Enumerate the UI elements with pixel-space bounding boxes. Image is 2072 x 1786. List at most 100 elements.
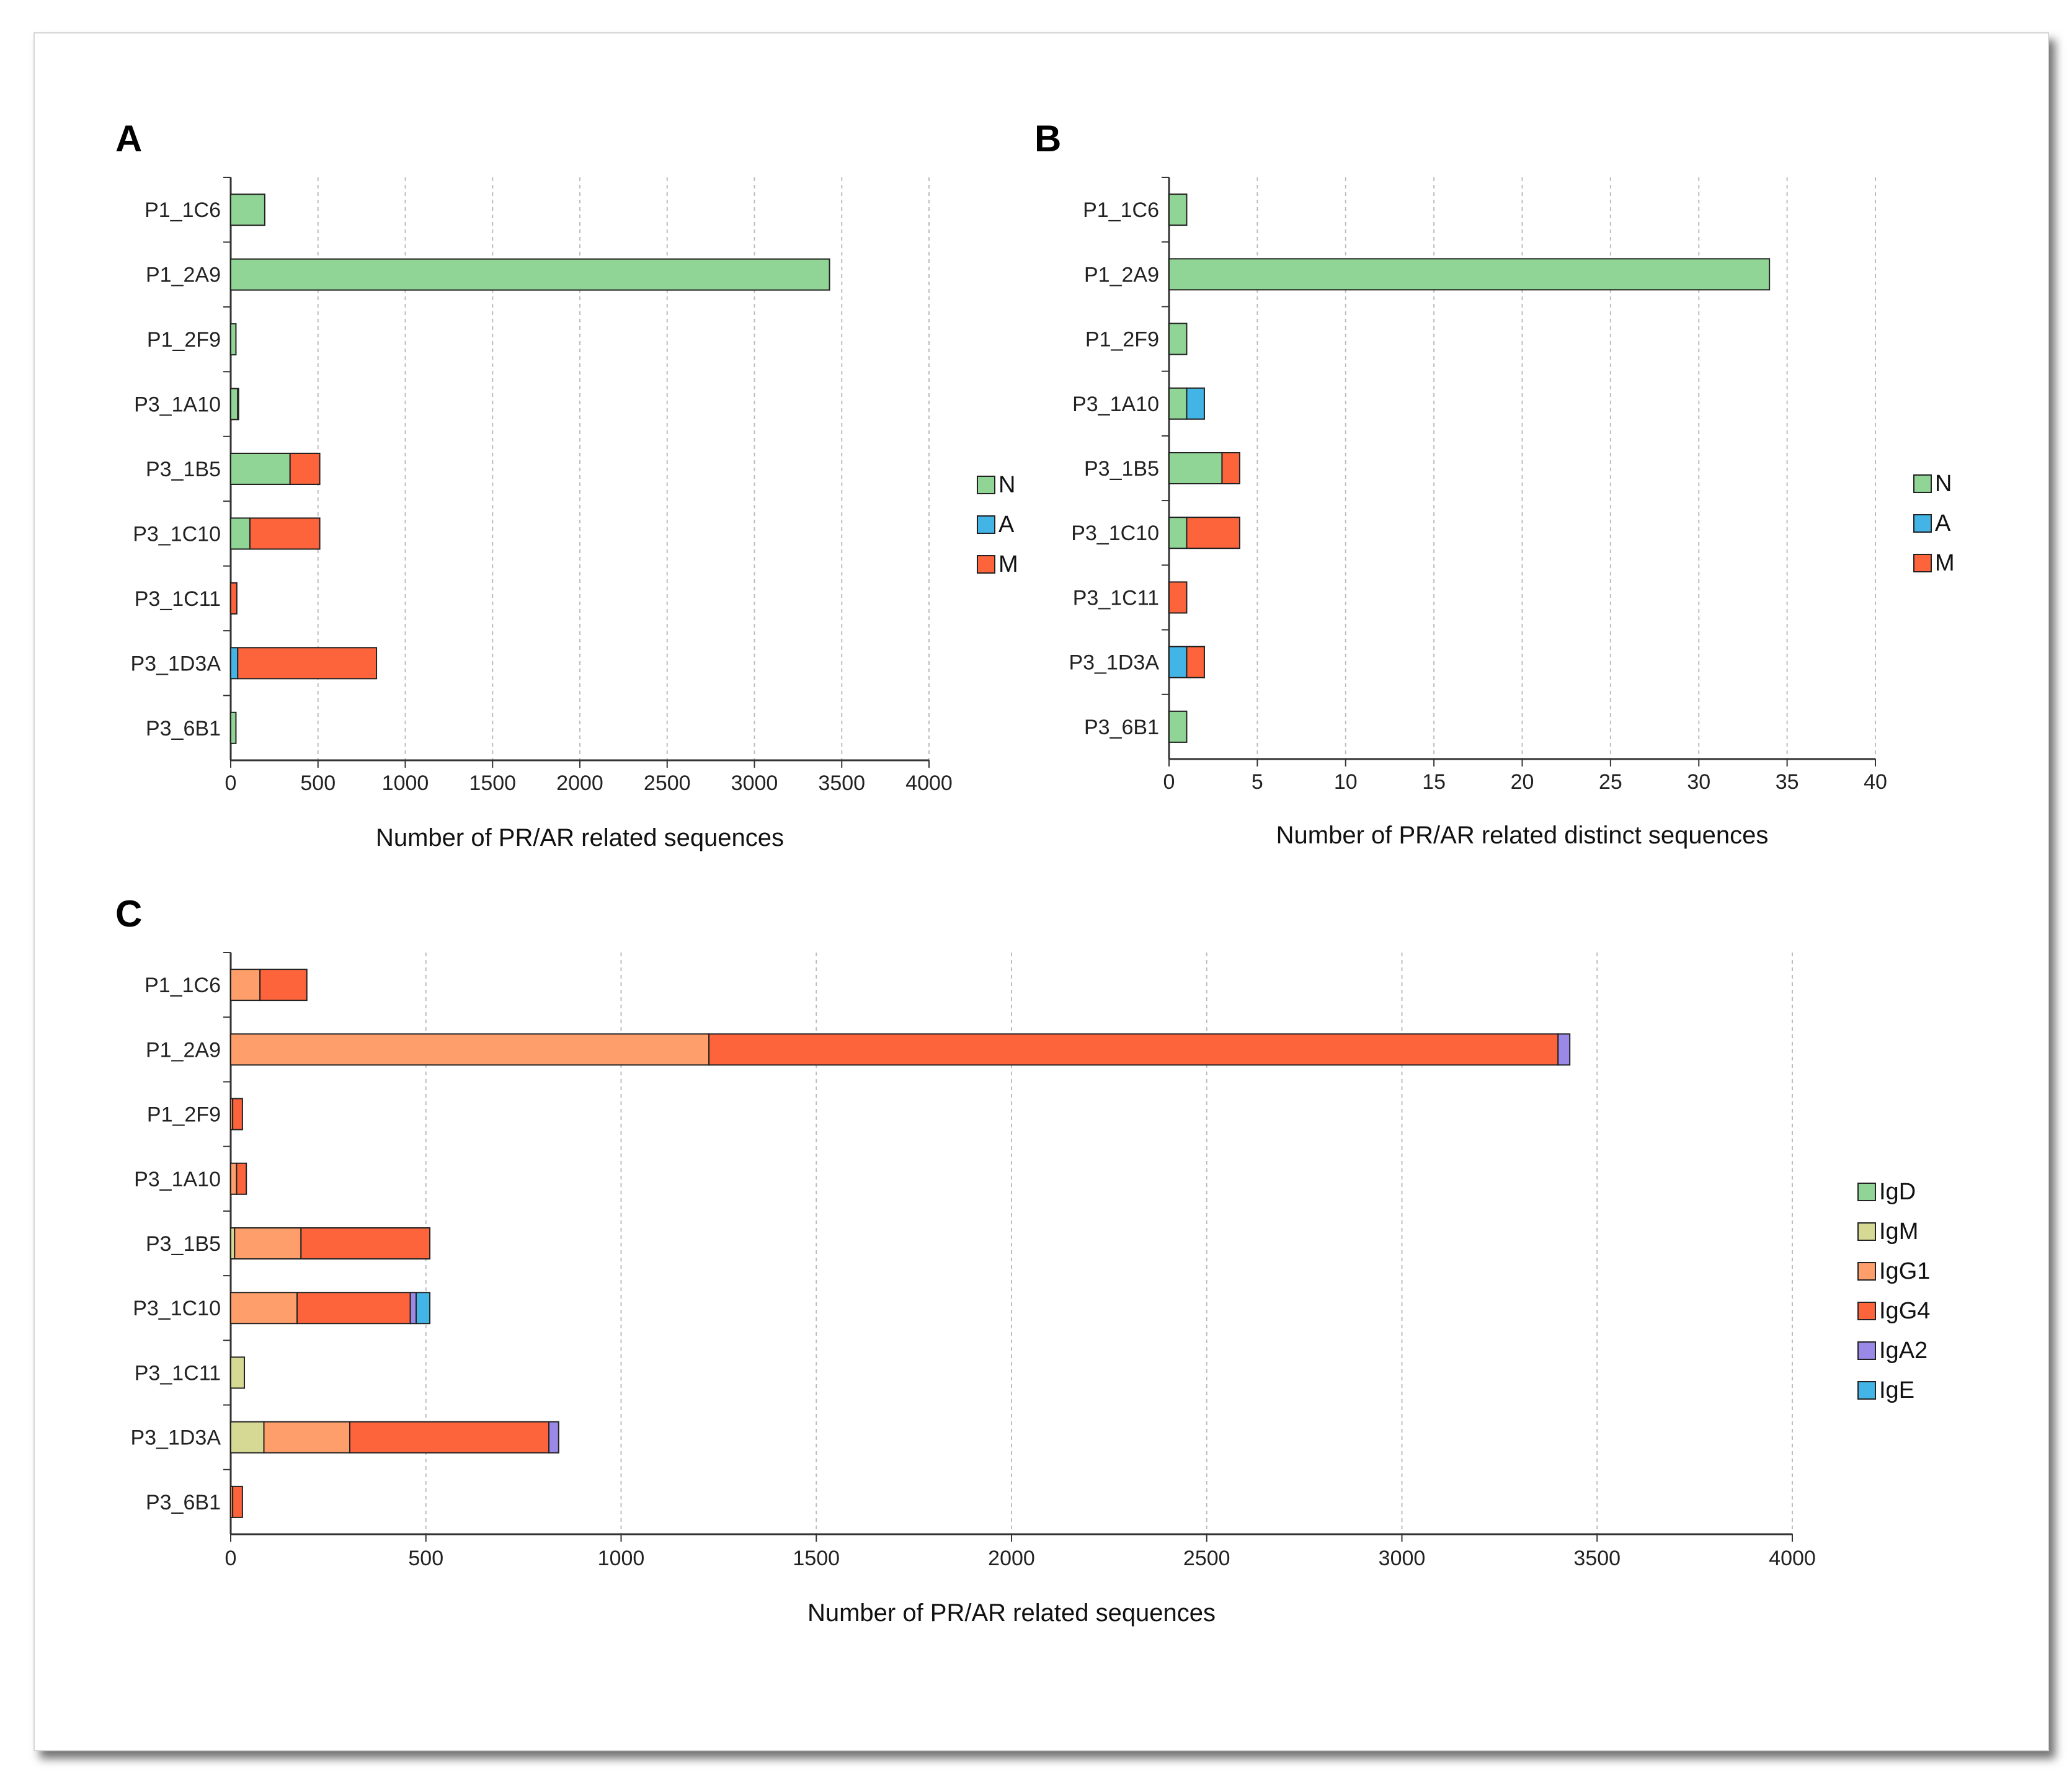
panel-c-category-label: P3_1B5 bbox=[146, 1232, 221, 1256]
panel-b-legend-swatch-n bbox=[1913, 474, 1932, 493]
panel-c-bar-igg4 bbox=[349, 1421, 550, 1454]
panel-c-legend-swatch-ige bbox=[1857, 1381, 1876, 1400]
panel-c-bar-igg4 bbox=[296, 1292, 411, 1325]
panel-b-bar-m bbox=[1186, 646, 1205, 678]
figure-frame: A 0 500 1000 1500 2000 2500 3000 3500 4000 P1_1C6… bbox=[33, 32, 2049, 1751]
panel-b-legend-label: N bbox=[1935, 471, 1952, 497]
panel-a-x-tick-label: 3500 bbox=[818, 771, 865, 795]
panel-a-category-label: P3_1D3A bbox=[130, 652, 221, 675]
panel-b-category-label: P3_6B1 bbox=[1084, 716, 1159, 739]
panel-b-letter: B bbox=[1034, 118, 1061, 159]
panel-a-x-tick-label: 1500 bbox=[469, 771, 516, 795]
panel-b-category-label: P3_1A10 bbox=[1072, 393, 1159, 416]
panel-b-x-tick-label: 25 bbox=[1599, 770, 1622, 794]
panel-c-legend-label: IgG4 bbox=[1879, 1298, 1930, 1324]
panel-c-x-tick-label: 4000 bbox=[1769, 1547, 1816, 1570]
panel-a-x-tick-label: 2500 bbox=[644, 771, 691, 795]
panel-c-x-tick-label: 500 bbox=[408, 1547, 443, 1570]
panel-c-x-tick-label: 1500 bbox=[793, 1547, 840, 1570]
panel-c-legend-swatch-igd bbox=[1857, 1183, 1876, 1201]
panel-c-category-label: P3_1D3A bbox=[130, 1426, 221, 1450]
panel-a-category-label: P1_1C6 bbox=[145, 198, 221, 222]
panel-c-legend-swatch-iga2 bbox=[1857, 1341, 1876, 1360]
panel-a-bar-n bbox=[230, 453, 291, 485]
panel-c-bar-igg4 bbox=[300, 1227, 431, 1260]
panel-c-x-tick-label: 0 bbox=[225, 1547, 237, 1570]
panel-c-bar-igg4 bbox=[259, 969, 308, 1002]
panel-b-x-tick-label: 30 bbox=[1687, 770, 1710, 794]
panel-a-bar-m bbox=[249, 517, 321, 550]
panel-a-category-label: P3_1A10 bbox=[134, 393, 221, 417]
panel-b-x-tick-label: 10 bbox=[1334, 770, 1358, 794]
panel-c-legend-label: IgA2 bbox=[1879, 1338, 1927, 1364]
panel-c-category-label: P3_1C10 bbox=[133, 1297, 221, 1320]
panel-a-x-tick-label: 4000 bbox=[905, 771, 953, 795]
panel-a-legend-label: A bbox=[998, 512, 1015, 538]
panel-b-legend-swatch-a bbox=[1913, 514, 1932, 533]
panel-a-category-label: P1_2A9 bbox=[146, 264, 221, 287]
panel-c-category-label: P3_1A10 bbox=[134, 1168, 221, 1191]
panel-a-letter: A bbox=[115, 118, 142, 159]
panel-a-category-label: P3_6B1 bbox=[146, 717, 221, 740]
panel-c-bar-iga2 bbox=[409, 1292, 417, 1325]
panel-c-legend-swatch-igg4 bbox=[1857, 1302, 1876, 1320]
panel-c-category-label: P1_2F9 bbox=[147, 1103, 221, 1127]
panel-c-legend-swatch-igm bbox=[1857, 1222, 1876, 1241]
panel-a-x-axis-label: Number of PR/AR related sequences bbox=[376, 824, 784, 851]
panel-a-category-label: P3_1C11 bbox=[135, 587, 221, 611]
panel-b-x-axis-label: Number of PR/AR related distinct sequenc… bbox=[1276, 822, 1769, 849]
panel-a-bar-a bbox=[230, 647, 239, 680]
panel-b-x-tick-label: 35 bbox=[1776, 770, 1799, 794]
panel-a-bar-m bbox=[237, 647, 378, 680]
panel-c-bar-igg4 bbox=[236, 1162, 247, 1195]
panel-c-legend-swatch-igg1 bbox=[1857, 1262, 1876, 1281]
panel-c-bar-igg1 bbox=[234, 1227, 302, 1260]
panel-c-bar-iga2 bbox=[548, 1421, 559, 1454]
panel-b-bar-n bbox=[1168, 387, 1188, 420]
panel-b-bar-m bbox=[1221, 452, 1240, 484]
panel-c-bar-igm bbox=[230, 1356, 246, 1389]
panel-b-category-label: P3_1B5 bbox=[1084, 457, 1159, 481]
panel-a-bar-n bbox=[230, 517, 251, 550]
panel-b-x-tick-label: 5 bbox=[1252, 770, 1263, 794]
panel-b-x-tick-label: 15 bbox=[1422, 770, 1446, 794]
panel-b-x-tick-label: 0 bbox=[1163, 770, 1175, 794]
panel-c-bar-igg4 bbox=[232, 1098, 243, 1131]
panel-c-legend-label: IgG1 bbox=[1879, 1258, 1930, 1284]
panel-c-category-label: P3_1C11 bbox=[135, 1361, 221, 1385]
panel-b-category-label: P1_2F9 bbox=[1085, 328, 1159, 352]
panel-b-category-label: P1_2A9 bbox=[1084, 263, 1159, 287]
panel-c-x-tick-label: 1000 bbox=[598, 1547, 645, 1570]
panel-a-legend-swatch-n bbox=[977, 476, 995, 494]
panel-b-bar-m bbox=[1168, 581, 1188, 614]
panel-b-bar-n bbox=[1168, 452, 1223, 484]
panel-c-x-tick-label: 2000 bbox=[988, 1547, 1035, 1570]
panel-a-x-tick-label: 500 bbox=[300, 771, 336, 795]
panel-b-bar-a bbox=[1186, 387, 1205, 420]
panel-b-bar-n bbox=[1168, 517, 1188, 549]
panel-a-legend-swatch-a bbox=[977, 515, 995, 534]
panel-b-x-tick-label: 40 bbox=[1864, 770, 1887, 794]
panel-b-legend-label: A bbox=[1935, 510, 1951, 536]
panel-a-x-tick-label: 3000 bbox=[731, 771, 778, 795]
panel-a-bar-n bbox=[230, 388, 239, 420]
panel-c-category-label: P3_6B1 bbox=[146, 1491, 221, 1514]
panel-c-bar-ige bbox=[416, 1292, 431, 1325]
panel-c-bar-igm bbox=[230, 1421, 265, 1454]
panel-c-bar-igg1 bbox=[230, 1292, 298, 1325]
panel-b-x-tick-label: 20 bbox=[1511, 770, 1534, 794]
panel-c-x-tick-label: 3500 bbox=[1573, 1547, 1621, 1570]
panel-a-category-label: P1_2F9 bbox=[147, 328, 221, 352]
panel-c-bar-igg1 bbox=[263, 1421, 350, 1454]
panel-a-legend-label: M bbox=[998, 551, 1018, 577]
panel-a-bar-n bbox=[230, 193, 265, 226]
panel-b-category-label: P3_1C10 bbox=[1071, 522, 1159, 545]
panel-c: 0 500 1000 1500 2000 2500 3000 3500 4000 P1_1C6 P1… bbox=[130, 952, 1930, 1627]
panel-b-legend-swatch-m bbox=[1913, 554, 1932, 572]
panel-b-bar-n bbox=[1168, 258, 1771, 291]
panel-c-letter: C bbox=[115, 893, 142, 935]
panel-a-x-tick-label: 0 bbox=[225, 771, 237, 795]
panel-a-bar-n bbox=[230, 258, 830, 291]
panel-a-legend-label: N bbox=[998, 472, 1015, 498]
panel-b-bar-a bbox=[1168, 646, 1188, 678]
